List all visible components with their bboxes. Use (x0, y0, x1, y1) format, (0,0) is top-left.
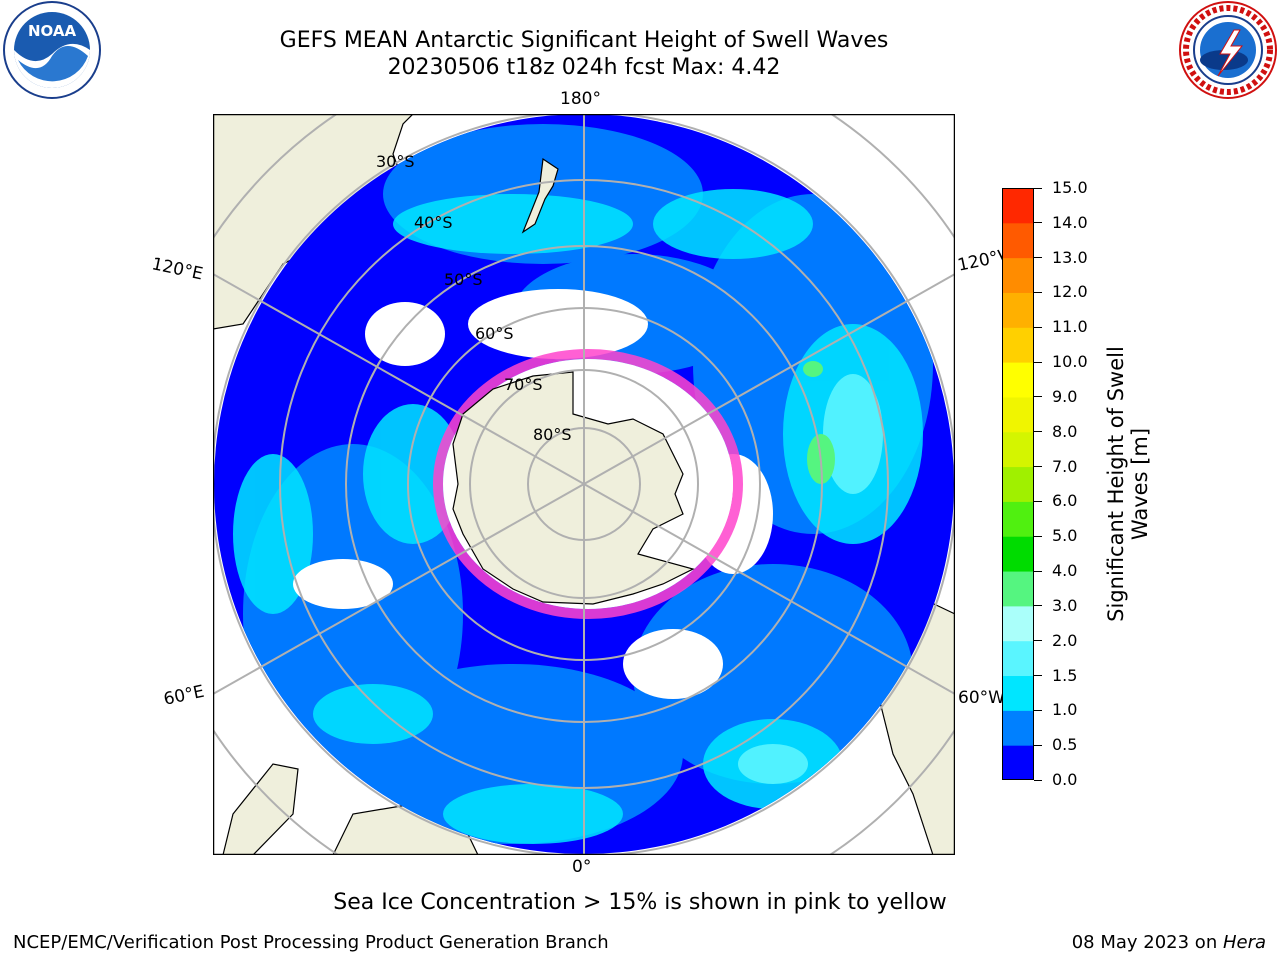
colorbar-segment (1002, 571, 1034, 607)
colorbar-tick-label: 7.0 (1052, 456, 1078, 476)
colorbar-label: Significant Height of Swell Waves [m] (1104, 346, 1152, 622)
lon-label-120e: 120°E (149, 254, 205, 285)
lon-label-0: 0° (572, 857, 592, 877)
colorbar-tick-label: 4.0 (1052, 561, 1078, 581)
colorbar-tick-mark (1034, 535, 1042, 537)
colorbar-tick-mark (1034, 222, 1042, 224)
lat-label-40s: 40°S (414, 213, 453, 232)
chart-subtitle: 20230506 t18z 024h fcst Max: 4.42 (387, 55, 781, 80)
colorbar-tick-mark (1034, 396, 1042, 398)
colorbar-tick-mark (1034, 431, 1042, 433)
colorbar-tick-label: 11.0 (1052, 317, 1088, 337)
colorbar-segment (1002, 396, 1034, 433)
colorbar-tick-label: 15.0 (1052, 178, 1088, 197)
colorbar-segment (1002, 257, 1034, 293)
colorbar-tick-mark (1034, 257, 1042, 259)
colorbar-tick-mark (1034, 361, 1042, 363)
colorbar-tick-label: 9.0 (1052, 386, 1078, 406)
colorbar-tick-label: 1.0 (1052, 700, 1078, 720)
colorbar-tick-mark (1034, 675, 1042, 677)
colorbar-tick-mark (1034, 640, 1042, 642)
colorbar-segment (1002, 188, 1034, 224)
colorbar-tick-label: 6.0 (1052, 491, 1078, 511)
lon-label-60e: 60°E (161, 681, 207, 710)
colorbar-tick-mark (1034, 779, 1042, 781)
lon-label-60w: 60°W (958, 688, 1005, 708)
colorbar-tick-mark (1034, 291, 1042, 293)
noaa-logo: NOAA (3, 1, 101, 99)
colorbar-segment (1002, 710, 1034, 746)
colorbar-tick-label: 12.0 (1052, 282, 1088, 302)
lon-label-180: 180° (560, 89, 601, 109)
polar-map (213, 114, 955, 855)
colorbar-segment (1002, 745, 1034, 780)
colorbar-segment (1002, 640, 1034, 677)
lat-label-30s: 30°S (376, 152, 415, 171)
new-zealand-landmass (521, 157, 559, 234)
footer-machine: Hera (1222, 932, 1266, 953)
lat-label-80s: 80°S (533, 425, 572, 444)
colorbar-tick-mark (1034, 500, 1042, 502)
footer-credit: NCEP/EMC/Verification Post Processing Pr… (13, 932, 609, 953)
colorbar-segment (1002, 675, 1034, 711)
chart-title: GEFS MEAN Antarctic Significant Height o… (279, 28, 889, 53)
colorbar-tick-mark (1034, 466, 1042, 468)
sea-ice-note: Sea Ice Concentration > 15% is shown in … (333, 890, 947, 915)
colorbar-tick-label: 3.0 (1052, 595, 1078, 615)
colorbar-tick-label: 5.0 (1052, 526, 1078, 546)
colorbar-tick-mark (1034, 326, 1042, 328)
colorbar-segment (1002, 536, 1034, 572)
colorbar-tick-mark (1034, 187, 1042, 189)
nws-logo (1179, 1, 1277, 99)
colorbar-tick-label: 10.0 (1052, 352, 1088, 372)
footer-date: 08 May 2023 on Hera (1072, 932, 1266, 953)
noaa-logo-text: NOAA (28, 22, 77, 40)
colorbar-tick-label: 0.5 (1052, 735, 1078, 755)
colorbar-tick-label: 2.0 (1052, 630, 1078, 650)
colorbar-segment (1002, 431, 1034, 468)
colorbar-tick-mark (1034, 709, 1042, 711)
madagascar-landmass (222, 763, 299, 855)
colorbar-tick-label: 14.0 (1052, 212, 1088, 232)
colorbar-segment (1002, 605, 1034, 642)
colorbar-segment (1002, 466, 1034, 502)
colorbar-tick-mark (1034, 744, 1042, 746)
colorbar-tick-label: 13.0 (1052, 247, 1088, 267)
colorbar-segment (1002, 292, 1034, 328)
footer-date-text: 08 May 2023 on (1071, 932, 1223, 953)
colorbar-segment (1002, 222, 1034, 259)
antarctica-landmass (452, 371, 695, 605)
lat-label-60s: 60°S (475, 324, 514, 343)
colorbar-segment (1002, 501, 1034, 537)
colorbar-segment (1002, 362, 1034, 398)
colorbar-tick-mark (1034, 605, 1042, 607)
colorbar-tick-label: 0.0 (1052, 770, 1078, 789)
colorbar-tick-label: 8.0 (1052, 421, 1078, 441)
lat-label-50s: 50°S (444, 270, 483, 289)
colorbar-segment (1002, 327, 1034, 363)
colorbar-tick-label: 1.5 (1052, 665, 1078, 685)
lat-label-70s: 70°S (504, 375, 543, 394)
colorbar (1002, 188, 1034, 780)
colorbar-tick-mark (1034, 570, 1042, 572)
